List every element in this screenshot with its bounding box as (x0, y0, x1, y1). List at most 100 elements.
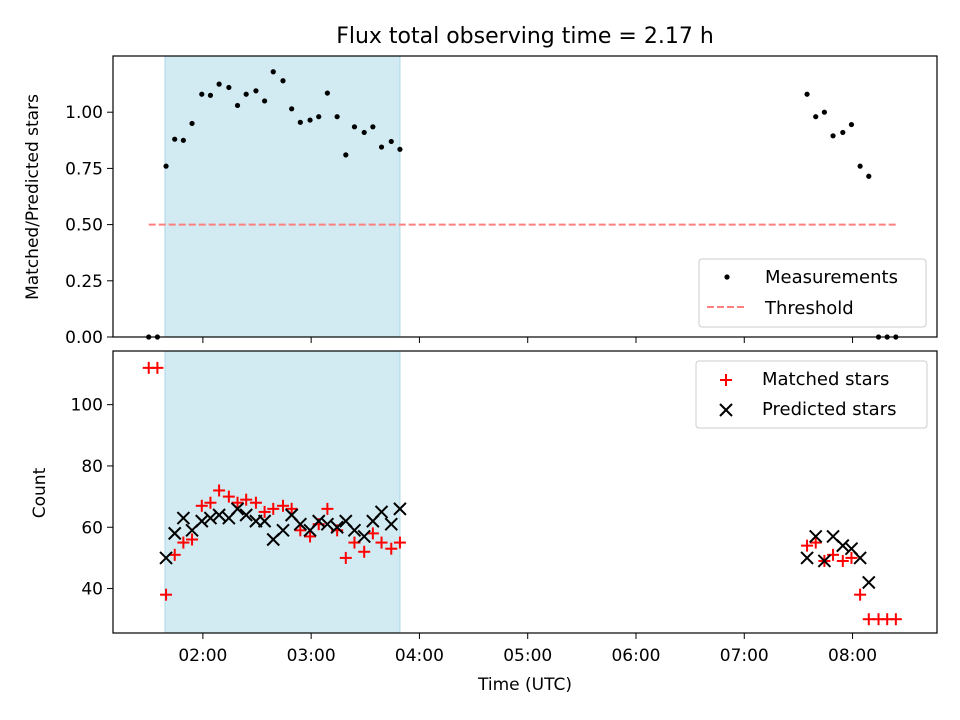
measurement-point (189, 120, 195, 127)
measurement-point (163, 163, 169, 169)
measurement-point (334, 114, 340, 120)
top-y-tick-label: 0.25 (65, 272, 103, 292)
matched-star-point (240, 493, 253, 506)
x-tick-label: 02:00 (178, 646, 227, 666)
predicted-star-point (320, 517, 335, 531)
top-legend-box (698, 258, 927, 328)
measurement-point (234, 102, 241, 109)
matched-star-point (285, 502, 298, 515)
measurement-point (180, 137, 186, 143)
matched-star-point (854, 588, 867, 601)
measurement-point (397, 146, 403, 152)
matched-star-point (304, 530, 317, 543)
measurement-point (243, 91, 249, 97)
matched-star-point (267, 502, 280, 515)
bottom-y-axis-label: Count (30, 467, 50, 518)
matched-star-point (213, 484, 226, 497)
measurement-point (253, 88, 259, 94)
predicted-star-point (374, 505, 389, 519)
measurement-point (216, 81, 222, 87)
matched-star-point (294, 524, 307, 537)
matched-star-point (801, 539, 814, 552)
bottom-data-marks (142, 361, 902, 626)
bottom-y-tick-label: 100 (71, 396, 103, 416)
predicted-star-point (212, 508, 226, 522)
x-tick-label: 05:00 (503, 646, 552, 666)
matched-star-point (249, 496, 262, 509)
predicted-star-point (195, 514, 209, 528)
measurement-point (821, 109, 827, 115)
matched-star-point (339, 551, 352, 564)
matched-star-point (231, 496, 244, 509)
measurement-point (804, 91, 810, 97)
predicted-star-point (293, 517, 308, 531)
bottom-y-tick-label: 40 (81, 580, 103, 600)
measurement-point (297, 119, 303, 125)
measurement-point (172, 136, 178, 142)
measurement-point (388, 138, 394, 145)
top-y-tick-label: 0.00 (65, 328, 103, 348)
measurement-point (316, 114, 322, 120)
predicted-star-point (168, 526, 182, 541)
x-axis-label: Time (UTC) (477, 675, 572, 695)
bottom-panel: 40 60 80 100 02:00 03:00 04:00 05:00 06:00 07:00… (30, 350, 938, 695)
measurement-point (207, 92, 214, 98)
matched-star-point (168, 548, 181, 561)
predicted-star-point (276, 523, 290, 538)
measurement-point (270, 69, 276, 75)
legend-measurements-marker (724, 274, 730, 280)
legend-predicted-label: Predicted stars (762, 399, 896, 420)
bottom-x-ticks: 02:00 03:00 04:00 05:00 06:00 07:00 08:00 (178, 633, 877, 666)
predicted-star-point (159, 551, 173, 565)
top-panel: 0.00 0.25 0.50 0.75 1.00 Matched/Predicted s… (23, 55, 938, 348)
matched-star-point (222, 490, 235, 503)
predicted-star-point (347, 523, 362, 538)
top-y-tick-label: 0.75 (65, 159, 103, 179)
measurement-point (840, 129, 846, 136)
matched-star-point (366, 527, 379, 540)
measurement-point (830, 133, 836, 139)
measurement-point (351, 124, 358, 130)
matched-star-point (160, 588, 173, 601)
bottom-legend-box (695, 360, 928, 429)
measurement-point (370, 124, 376, 130)
top-observing-interval-shade (164, 55, 401, 338)
legend-threshold-label: Threshold (764, 298, 854, 319)
predicted-star-point (312, 514, 326, 528)
top-axes-frame (112, 55, 938, 338)
predicted-star-point (357, 529, 371, 544)
measurement-point (848, 121, 855, 128)
measurement-point (343, 152, 349, 158)
predicted-star-point (176, 511, 191, 525)
top-y-tick-label: 0.50 (65, 216, 103, 236)
measurement-point (813, 114, 819, 120)
measurement-point (280, 78, 286, 84)
bottom-legend: Matched stars Predicted stars (695, 360, 928, 429)
matched-star-point (393, 536, 406, 549)
measurement-point (307, 117, 313, 123)
matched-star-point (177, 536, 190, 549)
predicted-star-point (203, 511, 218, 525)
x-tick-label: 08:00 (828, 646, 877, 666)
top-x-ticks (202, 337, 854, 343)
top-data-marks (146, 69, 899, 340)
measurement-point (378, 144, 385, 150)
legend-matched-marker (720, 374, 732, 386)
measurement-point (857, 163, 863, 169)
measurement-point (289, 106, 295, 112)
matched-star-point (321, 502, 334, 515)
measurement-point (226, 84, 232, 91)
predicted-star-point (809, 529, 823, 544)
x-tick-label: 06:00 (611, 646, 660, 666)
matched-star-point (827, 548, 840, 561)
predicted-star-point (330, 520, 344, 534)
top-y-tick-label: 1.00 (65, 103, 103, 123)
top-legend: Measurements Threshold (698, 258, 927, 328)
predicted-star-point (384, 517, 398, 531)
predicted-star-point (836, 538, 850, 553)
x-tick-label: 03:00 (287, 646, 336, 666)
matched-star-point (375, 536, 388, 549)
chart-title: Flux total observing time = 2.17 h (336, 24, 714, 49)
matched-star-point (358, 545, 371, 558)
predicted-star-point (239, 508, 253, 522)
